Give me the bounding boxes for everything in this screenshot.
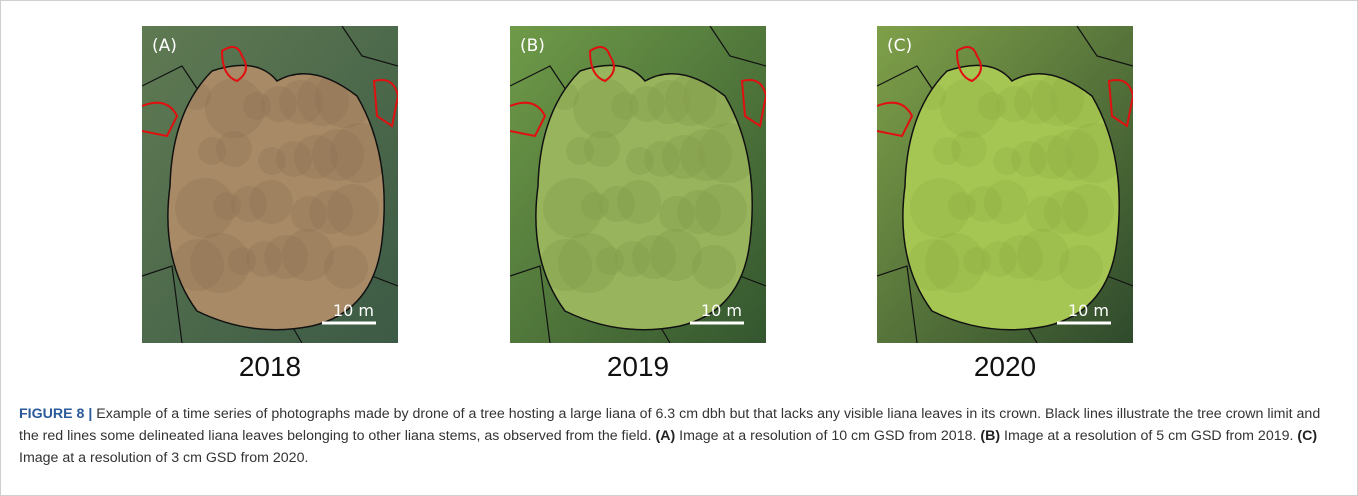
caption: FIGURE 8 | Example of a time series of p…: [19, 403, 1341, 469]
scale-label: 10 m: [333, 301, 374, 320]
part-label: (A): [655, 428, 676, 444]
panel-image: (B) 10 m: [509, 25, 768, 344]
panel-label: (B): [520, 36, 545, 56]
photo: (A) 10 m: [141, 25, 400, 344]
part-label: (B): [980, 428, 1001, 444]
photo: (B) 10 m: [509, 25, 768, 344]
part-text: Image at a resolution of 10 cm GSD from …: [679, 428, 977, 444]
panel-image: (C) 10 m: [876, 25, 1135, 344]
scale-label: 10 m: [701, 301, 742, 320]
year-label: 2018: [238, 351, 302, 382]
part-text: Image at a resolution of 3 cm GSD from 2…: [19, 450, 309, 466]
part-label: (C): [1297, 428, 1318, 444]
year-label: 2020: [973, 351, 1037, 382]
scale-label: 10 m: [1068, 301, 1109, 320]
caption-label: FIGURE 8 |: [19, 406, 93, 422]
part-text: Image at a resolution of 5 cm GSD from 2…: [1004, 428, 1294, 444]
panel-label: (C): [887, 36, 912, 56]
panel-image: (A) 10 m: [141, 25, 400, 344]
photo: (C) 10 m: [876, 25, 1135, 344]
caption-text: Example of a time series of photographs …: [19, 406, 1321, 444]
panel-label: (A): [152, 36, 177, 56]
year-label: 2019: [606, 351, 670, 382]
